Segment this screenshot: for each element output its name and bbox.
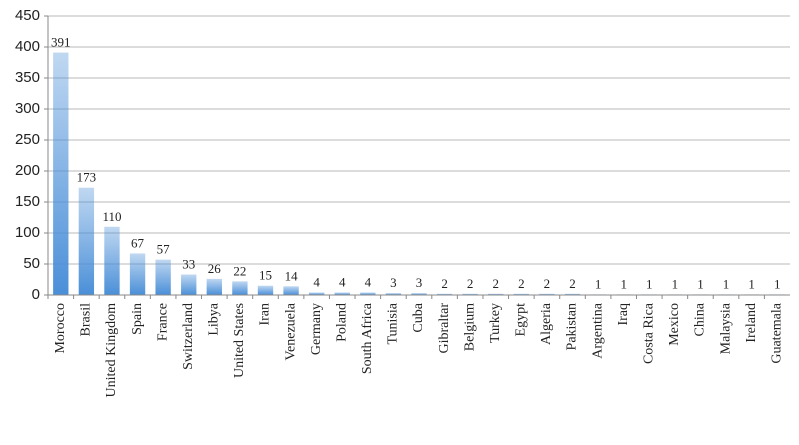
bar <box>232 281 248 295</box>
value-label: 1 <box>748 276 755 291</box>
x-tick-label: Switzerland <box>181 303 196 370</box>
bar <box>283 286 299 295</box>
x-tick-label: South Africa <box>360 302 375 374</box>
bar <box>257 285 274 295</box>
value-label: 2 <box>441 276 448 291</box>
value-label: 1 <box>646 276 653 291</box>
value-label: 1 <box>697 276 704 291</box>
value-label: 1 <box>672 276 679 291</box>
value-label: 14 <box>285 268 299 283</box>
x-tick-label: Ireland <box>744 303 759 343</box>
x-tick-label: Malaysia <box>718 302 733 354</box>
bar <box>513 293 530 295</box>
y-tick-label: 100 <box>15 224 40 241</box>
value-label: 2 <box>467 276 474 291</box>
x-tick-label: Costa Rica <box>641 302 656 364</box>
value-label: 173 <box>77 170 97 185</box>
bar <box>206 278 222 295</box>
bar <box>385 293 402 295</box>
y-tick-label: 0 <box>32 286 40 303</box>
x-tick-label: Mexico <box>667 303 682 346</box>
value-label: 4 <box>313 275 320 290</box>
x-tick-label: Morocco <box>53 303 68 354</box>
x-tick-label: United States <box>232 303 247 378</box>
x-tick-label: Spain <box>130 303 145 335</box>
x-tick-label: France <box>155 303 170 341</box>
x-tick-label: Belgium <box>462 303 477 351</box>
bar <box>488 293 504 295</box>
x-tick-label: Turkey <box>488 303 503 343</box>
bar <box>104 226 120 295</box>
value-label: 391 <box>51 35 71 50</box>
x-tick-label: Argentina <box>590 302 605 359</box>
bar <box>78 187 95 295</box>
y-tick-label: 350 <box>15 69 40 86</box>
bar <box>308 292 325 295</box>
bar <box>181 274 197 295</box>
x-tick-label: Germany <box>309 303 324 355</box>
y-tick-label: 50 <box>23 255 40 272</box>
value-label: 33 <box>182 257 195 272</box>
y-tick-label: 400 <box>15 38 40 55</box>
x-tick-label: Iran <box>258 303 273 326</box>
bar <box>436 293 453 295</box>
value-label: 2 <box>569 276 576 291</box>
x-tick-label: Egypt <box>514 303 529 337</box>
bar <box>53 52 69 295</box>
value-label: 4 <box>365 275 372 290</box>
value-label: 4 <box>339 275 346 290</box>
x-tick-label: Poland <box>334 303 349 342</box>
value-label: 110 <box>102 209 121 224</box>
bar <box>155 259 171 295</box>
x-tick-label: Gibraltar <box>437 303 452 354</box>
x-tick-label: Brasil <box>79 303 94 337</box>
value-label: 2 <box>493 276 500 291</box>
value-label: 1 <box>723 276 730 291</box>
y-tick-label: 450 <box>15 7 40 24</box>
value-label: 57 <box>157 242 171 257</box>
y-tick-label: 300 <box>15 100 40 117</box>
value-label: 1 <box>595 276 602 291</box>
value-label: 26 <box>208 261 222 276</box>
value-label: 1 <box>774 276 781 291</box>
x-tick-label: Guatemala <box>769 302 784 363</box>
x-tick-label: Pakistan <box>565 303 580 350</box>
x-tick-label: Cuba <box>411 302 426 332</box>
y-tick-label: 200 <box>15 162 40 179</box>
x-tick-label: Algeria <box>539 302 554 345</box>
value-label: 2 <box>518 276 525 291</box>
value-label: 2 <box>544 276 551 291</box>
bar <box>539 293 555 295</box>
x-tick-label: China <box>693 302 708 336</box>
bar <box>564 293 581 295</box>
x-tick-label: Venezuela <box>283 302 298 360</box>
bar <box>462 293 478 295</box>
x-tick-label: Iraq <box>616 303 631 326</box>
x-tick-label: Libya <box>207 302 222 335</box>
value-label: 3 <box>416 275 423 290</box>
value-label: 3 <box>390 275 397 290</box>
value-label: 67 <box>131 235 145 250</box>
value-label: 1 <box>620 276 627 291</box>
value-label: 22 <box>233 263 246 278</box>
x-tick-label: Tunisia <box>386 302 401 344</box>
bar <box>360 292 376 295</box>
bar <box>411 293 427 295</box>
x-tick-label: United Kingdom <box>104 303 119 398</box>
bar <box>129 253 146 295</box>
y-tick-label: 250 <box>15 131 40 148</box>
y-tick-label: 150 <box>15 193 40 210</box>
bar <box>334 292 350 295</box>
value-label: 15 <box>259 268 272 283</box>
